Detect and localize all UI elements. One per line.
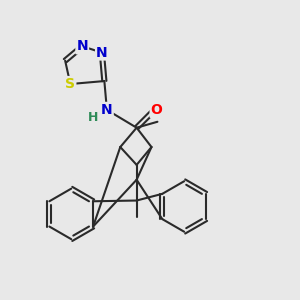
Text: O: O [151,103,163,117]
Text: H: H [88,111,99,124]
Text: N: N [96,46,108,59]
Text: N: N [76,39,88,53]
Text: N: N [101,103,113,117]
Text: S: S [65,77,75,91]
